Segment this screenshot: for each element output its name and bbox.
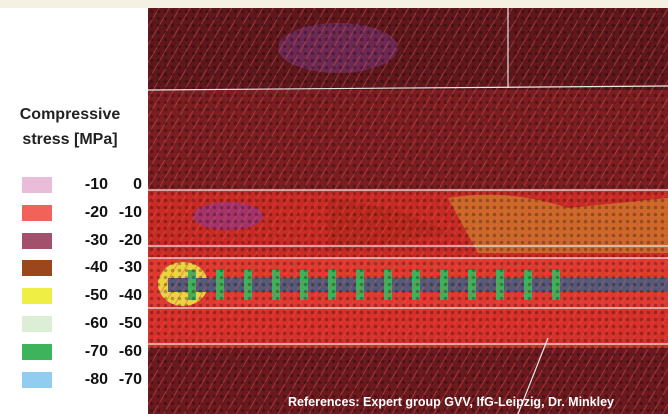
- legend-title: stress [MPa]: [0, 131, 140, 149]
- range-to: -40: [108, 287, 142, 305]
- range-from: -80: [68, 371, 108, 389]
- range-from: -70: [68, 343, 108, 361]
- legend-item: -50-40: [22, 287, 142, 305]
- legend-item: -70-60: [22, 343, 142, 361]
- legend-item: -60-50: [22, 315, 142, 333]
- legend-swatch: [22, 233, 52, 249]
- range-to: -50: [108, 315, 142, 333]
- range-from: -60: [68, 315, 108, 333]
- legend-item: -30-20: [22, 232, 142, 250]
- range-from: -20: [68, 204, 108, 222]
- range-from: -40: [68, 259, 108, 277]
- range-to: -30: [108, 259, 142, 277]
- range-to: -10: [108, 204, 142, 222]
- range-to: 0: [108, 176, 142, 194]
- stress-image: References: Expert group GVV, IfG-Leipzi…: [148, 8, 668, 414]
- legend-swatch: [22, 372, 52, 388]
- legend-item: -80-70: [22, 371, 142, 389]
- legend-swatch: [22, 344, 52, 360]
- legend-swatch: [22, 316, 52, 332]
- figure: Compressive stress [MPa] -100-20-10-30-2…: [0, 0, 668, 414]
- range-from: -50: [68, 287, 108, 305]
- range-to: -20: [108, 232, 142, 250]
- legend-item: -20-10: [22, 204, 142, 222]
- legend-swatch: [22, 260, 52, 276]
- legend-swatch: [22, 177, 52, 193]
- legend-swatch: [22, 288, 52, 304]
- reference: References: Expert group GVV, IfG-Leipzi…: [288, 395, 614, 409]
- legend-title: Compressive: [0, 106, 140, 124]
- range-to: -60: [108, 343, 142, 361]
- legend-item: -40-30: [22, 259, 142, 277]
- range-from: -10: [68, 176, 108, 194]
- legend-swatch: [22, 205, 52, 221]
- range-from: -30: [68, 232, 108, 250]
- range-to: -70: [108, 371, 142, 389]
